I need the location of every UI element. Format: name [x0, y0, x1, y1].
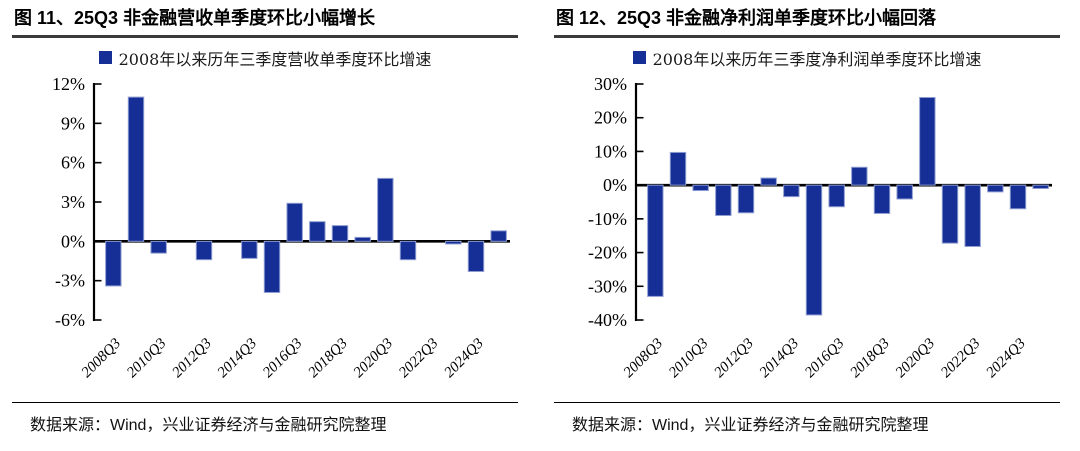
figure-title: 图 12、25Q3 非金融净利润单季度环比小幅回落	[556, 8, 937, 28]
y-tick-label: 3%	[61, 192, 85, 212]
x-tick-label: 2022Q3	[938, 335, 983, 380]
x-tick-label: 2016Q3	[260, 335, 305, 380]
x-tick-label: 2010Q3	[666, 335, 711, 380]
y-tick-label: 0%	[61, 231, 85, 251]
x-tick-label: 2024Q3	[983, 335, 1028, 380]
legend-label: 2008年以来历年三季度营收单季度环比增速	[118, 49, 432, 69]
bar-2025Q3	[490, 229, 507, 242]
bar-2022Q3	[964, 184, 981, 247]
bar-2008Q3	[105, 240, 122, 286]
x-tick-label: 2008Q3	[79, 335, 124, 380]
x-tick-label: 2008Q3	[621, 335, 666, 380]
x-tick-label: 2012Q3	[711, 335, 756, 380]
bar-2023Q3	[987, 184, 1004, 192]
bar-2020Q3	[919, 96, 936, 186]
bar-2012Q3	[195, 240, 213, 260]
bar-2015Q3	[263, 240, 281, 293]
x-tick-label: 2014Q3	[757, 335, 802, 380]
bar-2015Q3	[805, 184, 823, 315]
bar-2010Q3	[150, 240, 167, 254]
bar-2019Q3	[354, 236, 371, 242]
bar-chart: 30%20%10%0%-10%-20%-30%-40%2008Q3 2010Q3 2…	[588, 74, 1052, 381]
bar-2012Q3	[737, 184, 755, 213]
bar-2019Q3	[896, 184, 913, 199]
bar-2025Q3	[1032, 184, 1049, 189]
y-tick-label: 0%	[603, 175, 627, 195]
y-tick-label: 30%	[594, 74, 627, 94]
y-tick-label: 6%	[61, 152, 85, 172]
x-tick-label: 2012Q3	[169, 335, 214, 380]
bar-2023Q3	[445, 240, 462, 244]
title-divider	[12, 34, 518, 38]
x-tick-label: 2020Q3	[351, 335, 396, 380]
figure-12: 图 12、25Q3 非金融净利润单季度环比小幅回落 2008年以来历年三季度净利…	[554, 2, 1060, 451]
y-tick-label: 10%	[594, 141, 627, 161]
x-tick-label: 2022Q3	[396, 335, 441, 380]
x-tick-label: 2018Q3	[305, 335, 350, 380]
bar-2020Q3	[377, 177, 394, 242]
y-tick-label: -40%	[588, 310, 627, 330]
bar-2014Q3	[241, 240, 258, 259]
bar-2017Q3	[309, 220, 326, 242]
y-tick-label: 20%	[594, 107, 627, 127]
y-tick-label: -6%	[55, 310, 85, 330]
y-tick-label: 9%	[61, 113, 85, 133]
bar-2009Q3	[669, 151, 687, 186]
title-divider	[554, 34, 1060, 38]
bar-2017Q3	[851, 166, 868, 186]
bar-2021Q3	[399, 240, 417, 260]
figure-title: 图 11、25Q3 非金融营收单季度环比小幅增长	[14, 8, 376, 28]
bar-2018Q3	[873, 184, 891, 214]
y-tick-label: -30%	[588, 276, 627, 296]
y-tick-label: -10%	[588, 208, 627, 228]
bar-chart: 12% 9% 6% 3% 0% -3% -6% 2008Q3 2010Q3 2012Q3 2014Q…	[52, 74, 510, 381]
x-tick-label: 2018Q3	[847, 335, 892, 380]
bar-2009Q3	[127, 96, 145, 242]
bar-2024Q3	[1009, 184, 1027, 209]
bar-2016Q3	[828, 184, 845, 207]
legend-swatch-icon	[632, 51, 646, 64]
x-tick-label: 2014Q3	[215, 335, 260, 380]
source-note: 数据来源：Wind，兴业证券经济与金融研究院整理	[12, 401, 518, 435]
x-tick-label: 2024Q3	[441, 335, 486, 380]
bar-2018Q3	[331, 224, 349, 242]
bar-2008Q3	[647, 184, 664, 297]
legend: 2008年以来历年三季度营收单季度环比增速	[12, 46, 518, 70]
bar-2013Q3	[760, 177, 777, 186]
figure-11: 图 11、25Q3 非金融营收单季度环比小幅增长 2008年以来历年三季度营收单…	[12, 2, 518, 451]
y-tick-label: -3%	[55, 270, 85, 290]
bar-2014Q3	[783, 184, 800, 197]
x-tick-label: 2016Q3	[802, 335, 847, 380]
legend-label: 2008年以来历年三季度净利润单季度环比增速	[652, 49, 982, 69]
x-tick-label: 2010Q3	[124, 335, 169, 380]
legend: 2008年以来历年三季度净利润单季度环比增速	[554, 46, 1060, 70]
y-tick-label: -20%	[588, 242, 627, 262]
bar-2010Q3	[692, 184, 709, 191]
legend-swatch-icon	[98, 51, 112, 64]
bar-2016Q3	[286, 202, 303, 242]
bar-2021Q3	[941, 184, 959, 244]
x-tick-label: 2020Q3	[893, 335, 938, 380]
source-note: 数据来源：Wind，兴业证券经济与金融研究院整理	[554, 401, 1060, 435]
bar-2011Q3	[715, 184, 732, 216]
y-tick-label: 12%	[52, 74, 85, 94]
bar-2024Q3	[467, 240, 485, 272]
